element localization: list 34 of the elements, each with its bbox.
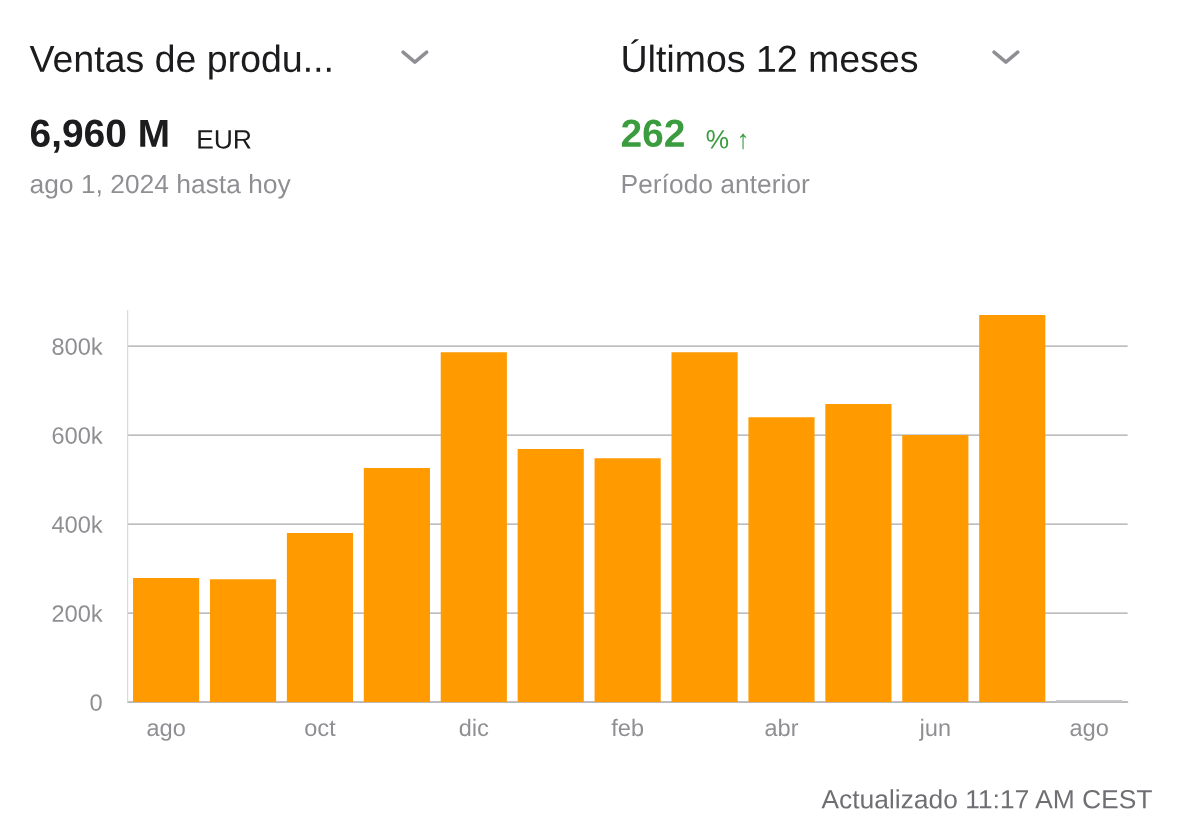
bar xyxy=(209,579,277,703)
y-tick-label: 800k xyxy=(52,337,103,355)
x-tick-label: jun xyxy=(919,718,950,741)
x-tick-label: feb xyxy=(611,718,644,737)
bar xyxy=(902,435,969,703)
text: Actualizado 11:17 AM CEST xyxy=(821,789,1152,809)
x-tick-label: ago xyxy=(147,723,185,741)
bar xyxy=(440,352,507,703)
text: EUR xyxy=(198,130,251,149)
bar xyxy=(671,352,738,703)
text: Últimos 12 meses xyxy=(623,39,918,73)
x-tick-label: ago xyxy=(1070,723,1108,741)
bar xyxy=(133,577,200,703)
bar xyxy=(748,417,815,703)
text: % ↑ xyxy=(706,130,747,150)
bar xyxy=(825,403,892,703)
bar xyxy=(517,448,584,703)
text: ago 1, 2024 hasta hoy xyxy=(30,174,291,199)
x-tick-label: dic xyxy=(459,718,489,737)
x-tick-label: abr xyxy=(765,718,799,737)
text: 6,960 M xyxy=(30,119,168,153)
x-tick-label: oct xyxy=(305,720,336,737)
bar xyxy=(1056,699,1123,703)
y-tick-label: 0 xyxy=(90,694,102,711)
bar xyxy=(979,314,1046,703)
chart-title: Ventas de produ... xyxy=(29,44,331,80)
bar xyxy=(363,468,430,703)
text: Período anterior xyxy=(622,173,810,194)
bar xyxy=(594,458,661,703)
y-tick-label: 600k xyxy=(52,426,103,444)
text: 262 xyxy=(621,119,684,148)
y-tick-label: 200k xyxy=(52,604,103,622)
bar xyxy=(286,533,354,703)
y-tick-label: 400k xyxy=(52,515,103,533)
